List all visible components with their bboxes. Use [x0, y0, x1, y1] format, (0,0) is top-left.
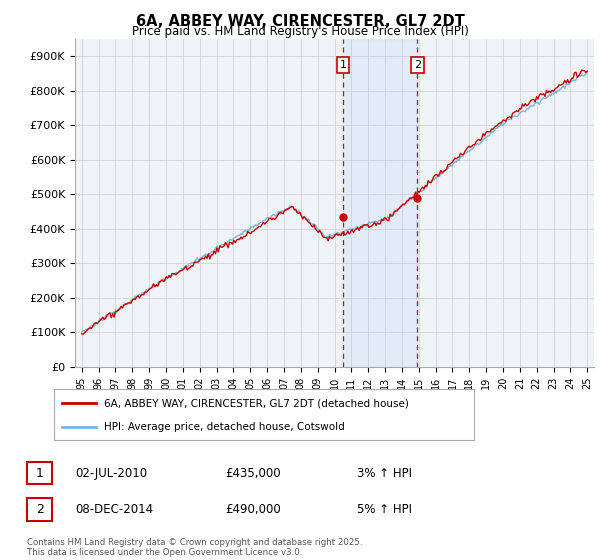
- Text: £435,000: £435,000: [225, 466, 281, 480]
- Text: Price paid vs. HM Land Registry's House Price Index (HPI): Price paid vs. HM Land Registry's House …: [131, 25, 469, 38]
- Text: 6A, ABBEY WAY, CIRENCESTER, GL7 2DT (detached house): 6A, ABBEY WAY, CIRENCESTER, GL7 2DT (det…: [104, 398, 409, 408]
- Text: 08-DEC-2014: 08-DEC-2014: [75, 503, 153, 516]
- Text: 5% ↑ HPI: 5% ↑ HPI: [357, 503, 412, 516]
- Text: HPI: Average price, detached house, Cotswold: HPI: Average price, detached house, Cots…: [104, 422, 345, 432]
- Text: Contains HM Land Registry data © Crown copyright and database right 2025.
This d: Contains HM Land Registry data © Crown c…: [27, 538, 362, 557]
- Text: 02-JUL-2010: 02-JUL-2010: [75, 466, 147, 480]
- Text: 2: 2: [35, 503, 44, 516]
- Bar: [343, 39, 418, 367]
- Text: 6A, ABBEY WAY, CIRENCESTER, GL7 2DT: 6A, ABBEY WAY, CIRENCESTER, GL7 2DT: [136, 14, 464, 29]
- Text: £490,000: £490,000: [225, 503, 281, 516]
- Text: 3% ↑ HPI: 3% ↑ HPI: [357, 466, 412, 480]
- Text: 1: 1: [35, 466, 44, 480]
- Text: 1: 1: [340, 60, 346, 70]
- Text: 2: 2: [414, 60, 421, 70]
